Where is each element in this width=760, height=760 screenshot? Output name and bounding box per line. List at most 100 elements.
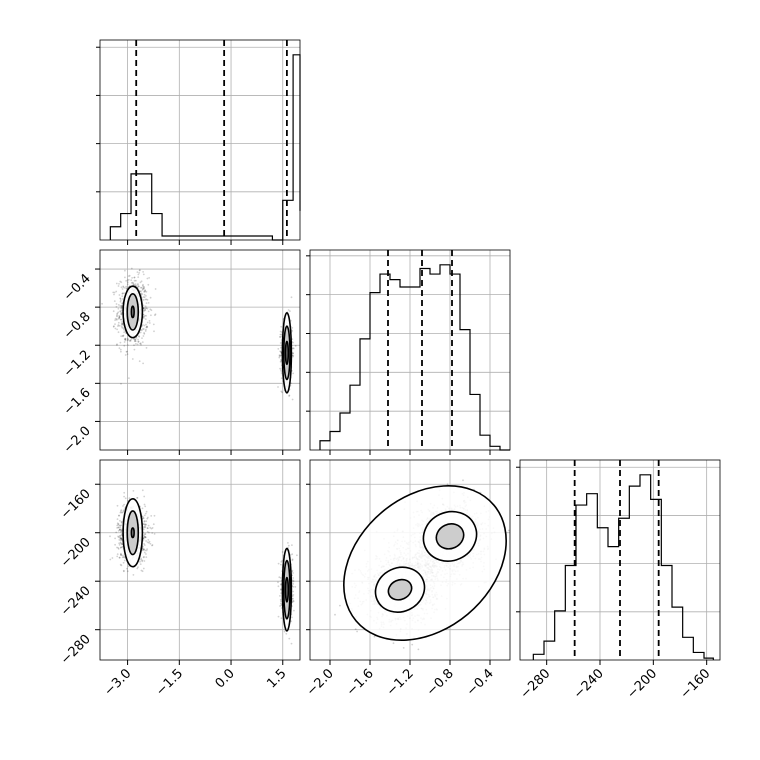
scatter-point xyxy=(116,315,118,318)
scatter-point xyxy=(145,290,148,293)
scatter-point xyxy=(292,347,294,350)
scatter-point xyxy=(140,558,143,561)
y-tick-label: −200 xyxy=(58,535,94,571)
scatter-point xyxy=(123,344,126,347)
scatter-point xyxy=(141,329,143,332)
scatter-point xyxy=(139,281,142,284)
scatter-point xyxy=(150,515,153,517)
scatter-point xyxy=(117,529,120,532)
scatter-point xyxy=(121,326,124,329)
scatter-point xyxy=(143,307,145,309)
scatter-point xyxy=(137,285,140,288)
scatter-point xyxy=(134,340,137,343)
scatter-point xyxy=(121,556,124,559)
scatter-point xyxy=(279,350,282,353)
scatter-point xyxy=(140,292,143,295)
scatter-point xyxy=(141,507,144,510)
scatter-point xyxy=(119,563,122,566)
scatter-point xyxy=(121,323,123,326)
scatter-point xyxy=(143,560,146,562)
scatter-point xyxy=(144,298,147,301)
x-tick-label: −280 xyxy=(518,666,554,702)
scatter-point xyxy=(120,537,122,540)
scatter-point xyxy=(146,527,149,530)
scatter-point xyxy=(144,289,147,292)
scatter-point xyxy=(279,605,281,607)
scatter-point xyxy=(120,537,122,539)
scatter-point xyxy=(137,566,139,568)
scatter-point xyxy=(132,574,135,576)
scatter-point xyxy=(280,561,283,563)
scatter-point xyxy=(141,489,144,492)
scatter-point xyxy=(115,531,118,534)
scatter-point xyxy=(119,341,122,344)
scatter-point xyxy=(120,350,122,353)
scatter-point xyxy=(120,542,123,545)
scatter-point xyxy=(146,325,148,328)
scatter-point xyxy=(118,535,121,538)
scatter-point xyxy=(118,314,121,317)
scatter-point xyxy=(123,570,125,573)
scatter-point xyxy=(118,542,120,545)
scatter-point xyxy=(116,522,119,525)
scatter-point xyxy=(281,551,284,553)
scatter-point xyxy=(120,531,122,533)
scatter-point xyxy=(121,302,123,305)
scatter-point xyxy=(291,595,294,597)
scatter-point xyxy=(144,526,147,529)
y-tick-label: −0.8 xyxy=(61,309,94,342)
scatter-point xyxy=(112,310,115,313)
scatter-point xyxy=(136,497,139,499)
scatter-point xyxy=(149,296,152,299)
scatter-point xyxy=(116,318,118,320)
scatter-point xyxy=(145,523,148,526)
scatter-point xyxy=(118,283,120,285)
scatter-point xyxy=(117,536,120,539)
scatter-point xyxy=(117,311,120,314)
scatter-point xyxy=(114,317,117,320)
scatter-point xyxy=(116,343,118,346)
scatter-point xyxy=(118,294,121,296)
scatter-point xyxy=(122,334,125,337)
scatter-point xyxy=(277,562,280,565)
scatter-point xyxy=(145,520,148,523)
scatter-point xyxy=(292,347,295,350)
scatter-point xyxy=(280,359,282,361)
scatter-point xyxy=(146,307,149,310)
scatter-point xyxy=(289,310,291,312)
scatter-point xyxy=(133,276,136,279)
scatter-point xyxy=(356,630,358,633)
scatter-point xyxy=(118,316,121,318)
scatter-point xyxy=(290,296,293,299)
scatter-point xyxy=(121,292,124,295)
scatter-point xyxy=(119,511,122,514)
scatter-point xyxy=(292,372,295,375)
scatter-point xyxy=(123,491,126,494)
scatter-point xyxy=(281,559,284,562)
scatter-point xyxy=(144,308,146,311)
scatter-point xyxy=(145,556,148,558)
scatter-point xyxy=(292,585,295,588)
scatter-point xyxy=(119,537,122,539)
scatter-point xyxy=(138,335,141,338)
scatter-point xyxy=(120,509,123,512)
scatter-point xyxy=(142,271,145,273)
scatter-point xyxy=(280,325,283,328)
contour-line xyxy=(284,340,290,366)
scatter-point xyxy=(142,528,145,531)
scatter-point xyxy=(117,523,120,526)
scatter-point xyxy=(118,316,120,319)
scatter-point xyxy=(291,553,294,556)
scatter-point xyxy=(114,327,117,330)
scatter-point xyxy=(279,330,282,333)
contour-line xyxy=(281,547,293,632)
scatter-point xyxy=(142,317,145,320)
scatter-point xyxy=(142,549,144,552)
scatter-point xyxy=(116,518,119,520)
scatter-point xyxy=(291,330,294,332)
scatter-point xyxy=(120,313,122,316)
contour-line xyxy=(122,497,144,568)
scatter-point xyxy=(126,567,128,570)
scatter-point xyxy=(146,325,148,328)
scatter-point xyxy=(142,537,145,539)
